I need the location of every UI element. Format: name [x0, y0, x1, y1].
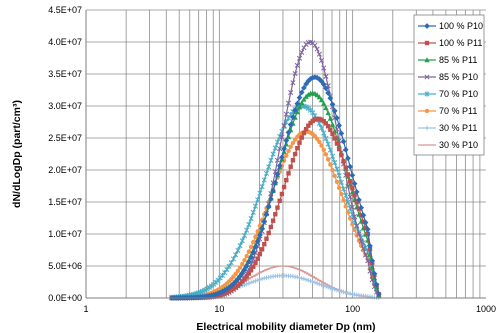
legend: 100 % P10 100 % P11 85 % P11 85 % P10 70 % P…: [414, 15, 484, 155]
data-point: [335, 141, 339, 145]
x-tick-label: 100: [345, 304, 360, 314]
data-point: [326, 157, 330, 161]
y-tick-label: 1.0E+07: [48, 229, 82, 239]
data-point: [275, 205, 279, 209]
data-point: [317, 140, 321, 144]
data-point: [286, 149, 290, 153]
data-point: [251, 265, 255, 269]
data-point: [344, 204, 348, 208]
data-point: [244, 254, 248, 258]
data-point: [341, 198, 345, 202]
data-point: [255, 256, 259, 260]
data-point: [289, 145, 293, 149]
x-tick-label: 1: [83, 304, 88, 314]
data-point: [348, 216, 352, 220]
data-point: [341, 159, 345, 163]
data-point: [277, 199, 281, 203]
data-point: [344, 166, 348, 170]
data-point: [337, 186, 341, 190]
y-tick-label: 4.5E+07: [48, 5, 82, 15]
legend-label: 30 % P11: [439, 123, 477, 133]
data-point: [242, 258, 246, 262]
data-point: [425, 41, 429, 45]
data-point: [260, 247, 264, 251]
data-point: [300, 135, 304, 139]
legend-label: 85 % P10: [439, 72, 478, 82]
data-point: [350, 186, 354, 190]
legend-label: 70 % P10: [439, 89, 478, 99]
data-point: [247, 249, 251, 253]
data-point: [271, 219, 275, 223]
data-point: [240, 262, 244, 266]
x-axis-title: Electrical mobility diameter Dp (nm): [196, 321, 375, 333]
legend-label: 30 % P10: [439, 140, 478, 150]
data-point: [333, 174, 337, 178]
data-point: [262, 242, 266, 246]
data-point: [330, 132, 334, 136]
data-point: [258, 252, 262, 256]
data-point: [324, 152, 328, 156]
data-point: [425, 109, 429, 113]
x-tick-label: 10: [214, 304, 224, 314]
y-axis-title: dN/dLogDp (part/cm³): [11, 100, 23, 208]
data-point: [295, 146, 299, 150]
data-point: [269, 225, 273, 229]
data-point: [339, 192, 343, 196]
data-point: [348, 179, 352, 183]
data-point: [284, 153, 288, 157]
data-point: [333, 136, 337, 140]
legend-label: 100 % P11: [439, 38, 482, 48]
legend-box: [414, 15, 484, 155]
y-tick-label: 0.0E+00: [48, 293, 82, 303]
data-point: [339, 153, 343, 157]
data-point: [302, 131, 306, 135]
data-point: [346, 172, 350, 176]
data-point: [328, 128, 332, 132]
data-point: [297, 140, 301, 144]
data-point: [335, 180, 339, 184]
y-tick-label: 1.5E+07: [48, 197, 82, 207]
data-point: [322, 148, 326, 152]
data-point: [273, 212, 277, 216]
y-tick-label: 4.0E+07: [48, 37, 82, 47]
data-point: [266, 231, 270, 235]
data-point: [337, 147, 341, 151]
data-point: [346, 210, 350, 214]
data-point: [293, 152, 297, 156]
data-point: [264, 237, 268, 241]
data-point: [249, 245, 253, 249]
legend-label: 70 % P11: [439, 106, 477, 116]
y-tick-label: 3.0E+07: [48, 101, 82, 111]
data-point: [330, 168, 334, 172]
y-tick-label: 2.5E+07: [48, 133, 82, 143]
data-point: [282, 185, 286, 189]
data-point: [253, 261, 257, 265]
data-point: [280, 192, 284, 196]
x-tick-label: 1000: [476, 304, 496, 314]
legend-label: 85 % P11: [439, 55, 477, 65]
data-point: [319, 143, 323, 147]
data-point: [284, 178, 288, 182]
y-tick-label: 2.0E+07: [48, 165, 82, 175]
data-point: [286, 171, 290, 175]
data-point: [291, 158, 295, 162]
legend-label: 100 % P10: [439, 21, 483, 31]
y-tick-label: 3.5E+07: [48, 69, 82, 79]
data-point: [328, 162, 332, 166]
y-tick-label: 5.0E+06: [48, 261, 82, 271]
data-point: [289, 165, 293, 169]
